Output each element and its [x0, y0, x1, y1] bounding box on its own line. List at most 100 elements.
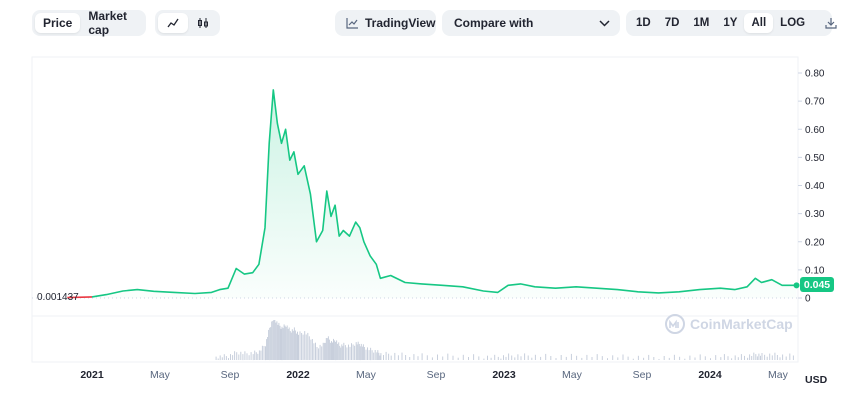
- volume-bar: [704, 356, 706, 360]
- volume-bar: [668, 357, 670, 360]
- volume-bar: [508, 353, 510, 360]
- y-tick-label: 0.70: [805, 97, 825, 108]
- volume-bar: [727, 356, 729, 360]
- volume-bar: [503, 355, 504, 360]
- volume-bar: [272, 320, 274, 360]
- volume-bar: [478, 356, 480, 360]
- line-chart-icon[interactable]: [158, 13, 188, 33]
- volume-bar: [248, 355, 250, 360]
- y-tick-label: 0.80: [805, 69, 825, 80]
- volume-bar: [565, 356, 567, 360]
- volume-bar: [527, 355, 529, 360]
- volume-bar: [405, 355, 407, 360]
- volume-bar: [215, 356, 217, 360]
- volume-bar: [254, 350, 256, 360]
- volume-bar: [289, 331, 291, 360]
- x-tick-label: May: [768, 369, 789, 381]
- volume-bar: [288, 327, 290, 360]
- candlestick-icon[interactable]: [188, 13, 218, 33]
- volume-bar: [720, 357, 722, 360]
- volume-bar: [409, 357, 411, 360]
- volume-bar: [371, 350, 373, 360]
- volume-bar: [497, 356, 499, 360]
- volume-bar: [273, 320, 275, 360]
- volume-bar: [297, 331, 298, 360]
- volume-bar: [334, 340, 336, 360]
- volume-bar: [356, 344, 358, 360]
- volume-bar: [648, 354, 650, 360]
- volume-bar: [505, 356, 507, 360]
- volume-bar: [514, 357, 516, 360]
- x-tick-label: May: [562, 369, 583, 381]
- volume-bar: [308, 336, 310, 360]
- volume-bar: [290, 332, 292, 360]
- volume-bar: [230, 354, 231, 360]
- volume-bar: [601, 356, 603, 360]
- tradingview-button[interactable]: TradingView: [335, 10, 436, 36]
- volume-bar: [766, 356, 768, 360]
- volume-bar: [287, 329, 289, 360]
- volume-bar: [694, 357, 696, 360]
- volume-bar: [545, 353, 547, 360]
- y-tick-label: 0.50: [805, 153, 825, 164]
- volume-bar: [277, 324, 279, 360]
- volume-bar: [263, 346, 265, 360]
- volume-bar: [374, 350, 376, 360]
- start-price-label: 0.001437: [37, 292, 79, 303]
- volume-bar: [332, 342, 333, 360]
- volume-bar: [283, 324, 285, 360]
- volume-bar: [293, 327, 295, 360]
- volume-bar: [260, 350, 262, 360]
- compare-with-dropdown[interactable]: Compare with: [442, 10, 620, 36]
- volume-bar: [385, 351, 387, 360]
- volume-bar: [753, 352, 755, 360]
- volume-bar: [769, 353, 771, 360]
- range-1m[interactable]: 1M: [693, 17, 710, 29]
- volume-bar: [339, 345, 341, 360]
- volume-bar: [329, 342, 331, 360]
- volume-bar: [663, 356, 665, 360]
- volume-bar: [710, 358, 711, 360]
- log-toggle[interactable]: LOG: [780, 17, 806, 29]
- tab-price[interactable]: Price: [35, 13, 81, 33]
- volume-bar: [555, 358, 557, 360]
- volume-bar: [275, 322, 277, 360]
- volume-bar: [311, 339, 313, 360]
- range-1d[interactable]: 1D: [636, 17, 651, 29]
- watermark-text: CoinMarketCap: [690, 316, 793, 332]
- volume-bar: [782, 354, 784, 360]
- volume-bar: [267, 337, 269, 360]
- volume-bar: [684, 358, 686, 360]
- download-icon[interactable]: [818, 13, 844, 33]
- y-tick-label: 0: [805, 294, 811, 305]
- volume-bar: [673, 354, 675, 360]
- volume-bar: [362, 344, 364, 360]
- volume-bar: [276, 321, 278, 361]
- range-7d[interactable]: 7D: [664, 17, 680, 29]
- volume-bar: [338, 342, 340, 360]
- volume-bar: [380, 353, 382, 360]
- volume-bar: [632, 358, 634, 360]
- range-all[interactable]: All: [744, 13, 774, 33]
- volume-bar: [761, 353, 763, 360]
- volume-bar: [326, 338, 328, 360]
- volume-bar: [570, 353, 572, 360]
- volume-bar: [751, 356, 753, 360]
- volume-bar: [377, 350, 379, 360]
- volume-bar: [304, 331, 306, 360]
- volume-bar: [242, 354, 244, 361]
- volume-bar: [294, 330, 296, 360]
- volume-bar: [376, 352, 378, 360]
- volume-bar: [327, 336, 329, 360]
- compare-with-label: Compare with: [454, 16, 534, 30]
- volume-bar: [643, 357, 645, 360]
- volume-bar: [401, 352, 403, 360]
- volume-bar: [340, 347, 342, 360]
- range-1y[interactable]: 1Y: [723, 17, 738, 29]
- volume-bar: [271, 321, 273, 360]
- volume-bar: [282, 328, 284, 360]
- volume-bar: [500, 358, 502, 360]
- volume-bar: [341, 344, 343, 360]
- volume-bar: [749, 354, 751, 360]
